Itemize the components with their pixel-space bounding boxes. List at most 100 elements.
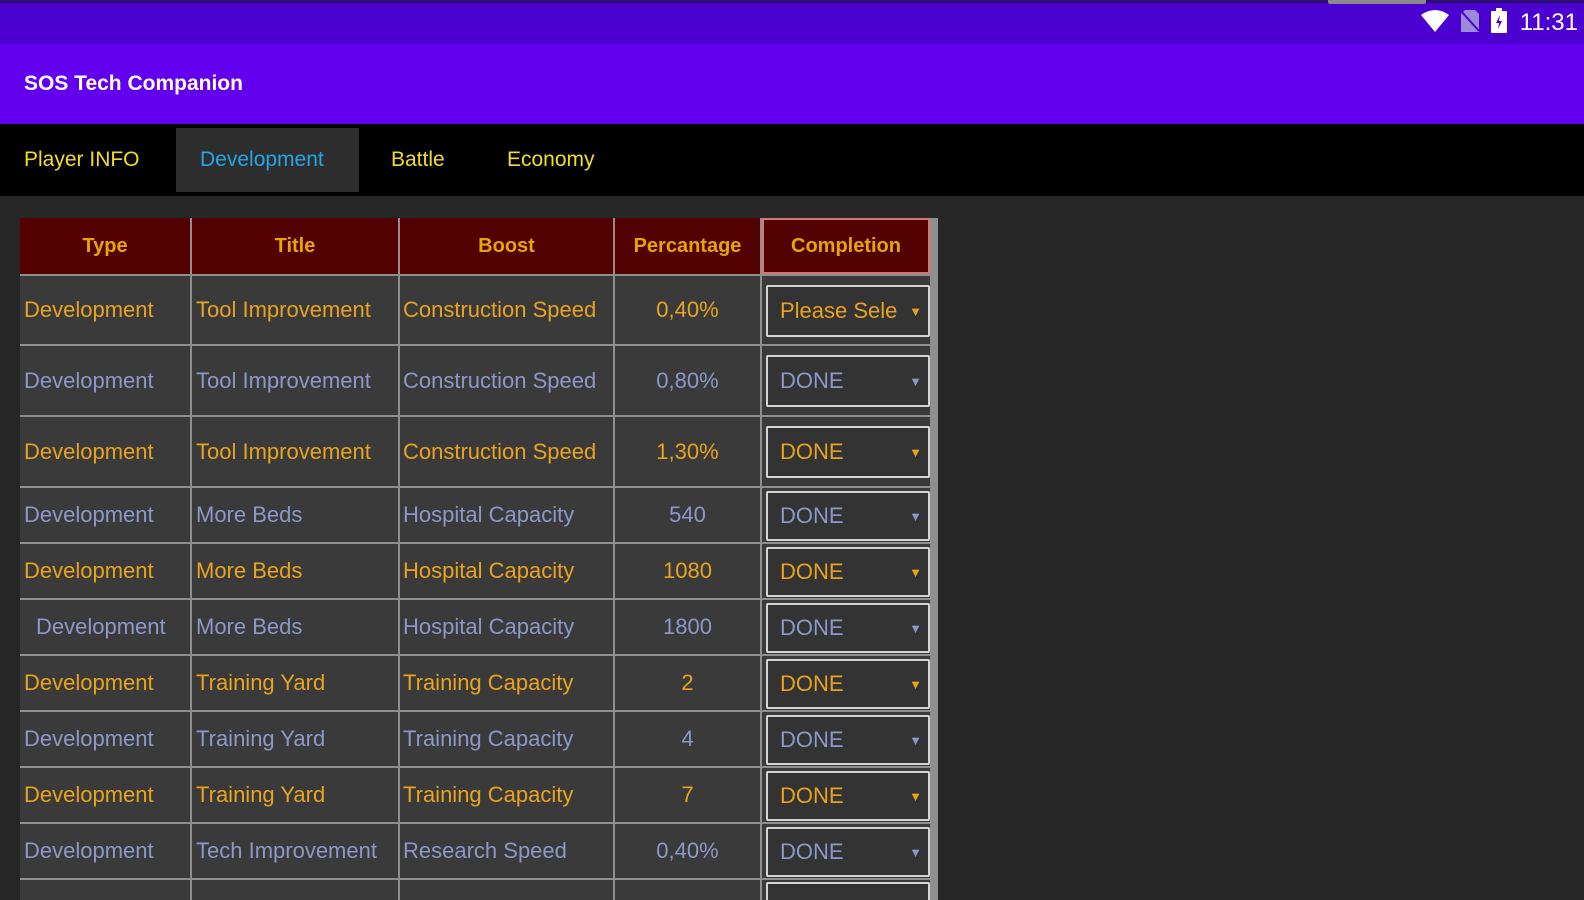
cell-boost: Training Capacity: [400, 768, 613, 822]
cell-boost: Research Speed: [400, 824, 613, 878]
dropdown-arrow-icon: ▼: [909, 620, 922, 636]
tech-table: Type Title Boost Percantage Completion D…: [20, 218, 938, 900]
completion-select[interactable]: DONE ▼: [766, 715, 930, 765]
header-percentage: Percantage: [615, 218, 760, 274]
completion-value: DONE: [780, 727, 844, 752]
completion-select[interactable]: DONE ▼: [766, 603, 930, 653]
table-header: Type Title Boost Percantage Completion: [20, 218, 938, 274]
cell-boost: Hospital Capacity: [400, 488, 613, 542]
cell-percentage: 0,40%: [615, 824, 760, 878]
table-row: Development Tool Improvement Constructio…: [20, 415, 938, 486]
completion-value: DONE: [780, 368, 844, 393]
tab-player-info[interactable]: Player INFO: [24, 148, 140, 171]
dropdown-arrow-icon: ▼: [909, 303, 922, 319]
cell-type: [20, 880, 190, 900]
completion-select[interactable]: DONE ▼: [766, 426, 930, 478]
clock: 11:31: [1519, 9, 1578, 36]
cell-title: More Beds: [192, 488, 398, 542]
app-title: SOS Tech Companion: [24, 72, 243, 95]
cell-title: Training Yard: [192, 712, 398, 766]
status-icons: 11:31: [1420, 7, 1578, 39]
cell-type: Development: [20, 768, 190, 822]
cell-percentage: 4: [615, 712, 760, 766]
table-row: [20, 878, 938, 900]
tab-economy[interactable]: Economy: [507, 148, 595, 171]
completion-select[interactable]: DONE ▼: [766, 771, 930, 821]
tab-development[interactable]: Development: [176, 128, 359, 192]
completion-value: DONE: [780, 439, 844, 464]
cell-boost: [400, 880, 613, 900]
header-boost: Boost: [400, 218, 613, 274]
cell-type: Development: [20, 346, 190, 415]
dropdown-arrow-icon: ▼: [909, 844, 922, 860]
cell-title: More Beds: [192, 544, 398, 598]
cell-title: [192, 880, 398, 900]
completion-select[interactable]: DONE ▼: [766, 547, 930, 597]
cell-boost: Hospital Capacity: [400, 600, 613, 654]
table-row: Development Tool Improvement Constructio…: [20, 274, 938, 344]
table-row: Development More Beds Hospital Capacity …: [20, 542, 938, 598]
cell-boost: Construction Speed: [400, 417, 613, 486]
cell-type: Development: [20, 600, 190, 654]
dropdown-arrow-icon: ▼: [909, 564, 922, 580]
completion-select[interactable]: DONE ▼: [766, 827, 930, 877]
cell-type: Development: [20, 544, 190, 598]
cell-title: Training Yard: [192, 768, 398, 822]
cell-percentage: [615, 880, 760, 900]
status-bar-edge: [0, 0, 1584, 3]
table-row: Development Training Yard Training Capac…: [20, 654, 938, 710]
cell-type: Development: [20, 276, 190, 344]
completion-value: Please Sele: [780, 298, 898, 323]
status-bar: 11:31: [0, 0, 1584, 44]
table-row: Development Tech Improvement Research Sp…: [20, 822, 938, 878]
cell-percentage: 1080: [615, 544, 760, 598]
cell-title: Tool Improvement: [192, 417, 398, 486]
completion-select[interactable]: DONE ▼: [766, 355, 930, 407]
app-bar: SOS Tech Companion: [0, 44, 1584, 124]
cell-percentage: 7: [615, 768, 760, 822]
cell-boost: Construction Speed: [400, 346, 613, 415]
cell-title: Tool Improvement: [192, 276, 398, 344]
header-type: Type: [20, 218, 190, 274]
no-sim-icon: [1459, 9, 1480, 38]
completion-select[interactable]: DONE ▼: [766, 491, 930, 541]
cell-percentage: 1800: [615, 600, 760, 654]
cell-boost: Training Capacity: [400, 656, 613, 710]
cell-boost: Training Capacity: [400, 712, 613, 766]
table-row: Development More Beds Hospital Capacity …: [20, 486, 938, 542]
completion-select[interactable]: [766, 882, 930, 900]
dropdown-arrow-icon: ▼: [909, 788, 922, 804]
cell-title: Tech Improvement: [192, 824, 398, 878]
cell-title: More Beds: [192, 600, 398, 654]
status-bar-handle: [1328, 0, 1426, 4]
dropdown-arrow-icon: ▼: [909, 373, 922, 389]
cell-boost: Construction Speed: [400, 276, 613, 344]
dropdown-arrow-icon: ▼: [909, 732, 922, 748]
dropdown-arrow-icon: ▼: [909, 508, 922, 524]
cell-percentage: 540: [615, 488, 760, 542]
table-row: Development Training Yard Training Capac…: [20, 710, 938, 766]
cell-type: Development: [20, 417, 190, 486]
header-completion: Completion: [762, 218, 930, 274]
dropdown-arrow-icon: ▼: [909, 676, 922, 692]
completion-select[interactable]: DONE ▼: [766, 659, 930, 709]
cell-type: Development: [20, 488, 190, 542]
dropdown-arrow-icon: ▼: [909, 444, 922, 460]
cell-title: Training Yard: [192, 656, 398, 710]
completion-value: DONE: [780, 559, 844, 584]
cell-percentage: 2: [615, 656, 760, 710]
cell-type: Development: [20, 712, 190, 766]
completion-value: DONE: [780, 503, 844, 528]
battery-icon: [1490, 7, 1508, 39]
completion-value: DONE: [780, 839, 844, 864]
table-row: Development Tool Improvement Constructio…: [20, 344, 938, 415]
tab-bar: Player INFO Development Battle Economy: [0, 124, 1584, 196]
cell-title: Tool Improvement: [192, 346, 398, 415]
cell-boost: Hospital Capacity: [400, 544, 613, 598]
tab-battle[interactable]: Battle: [391, 148, 445, 171]
completion-select[interactable]: Please Sele ▼: [766, 285, 930, 337]
completion-value: DONE: [780, 671, 844, 696]
cell-type: Development: [20, 824, 190, 878]
completion-value: DONE: [780, 615, 844, 640]
wifi-icon: [1420, 9, 1450, 38]
